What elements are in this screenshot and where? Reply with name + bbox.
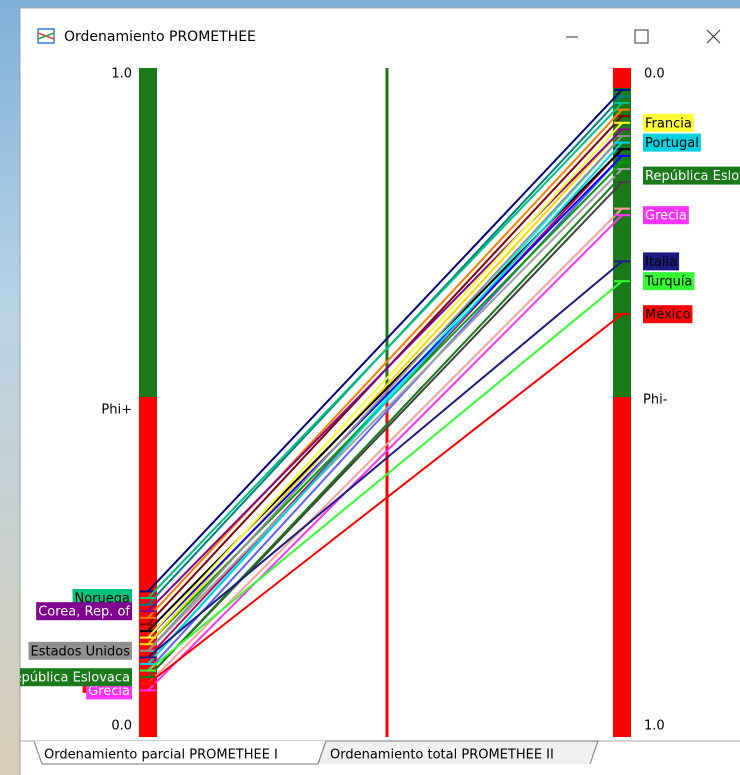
left-tick-label: 0.0	[111, 719, 132, 734]
alternative-name: República Eslovaca	[645, 169, 740, 184]
alternative-label: Portugal	[643, 134, 701, 152]
screen: Ordenamiento PROMETHEE MéxicoMéxicoTurqu…	[0, 0, 740, 775]
alternative-label: Italia	[643, 252, 679, 270]
alternative-name: Estados Unidos	[30, 644, 130, 659]
left-tick-label: 1.0	[111, 67, 132, 82]
right-axis-label: Phi-	[643, 393, 668, 408]
alternative-name: Grecia	[645, 209, 687, 224]
window-title: Ordenamiento PROMETHEE	[64, 29, 256, 45]
alternative-label: Grecia	[643, 206, 689, 224]
alternative-label: México	[643, 305, 692, 323]
right-bar-bottom	[613, 397, 631, 737]
alternative-label: Francia	[643, 114, 694, 132]
alternative-label: República Eslovaca	[3, 668, 132, 686]
left-bar-top	[139, 68, 157, 397]
tab-label[interactable]: Ordenamiento parcial PROMETHEE I	[44, 748, 278, 763]
right-bar-top	[613, 88, 631, 397]
right-tick-label: 0.0	[644, 67, 665, 82]
left-axis-label: Phi+	[101, 403, 132, 418]
alternative-name: Turquía	[644, 275, 692, 290]
tab-label[interactable]: Ordenamiento total PROMETHEE II	[330, 748, 554, 763]
alternative-name: Francia	[645, 116, 692, 131]
alternative-name: Portugal	[645, 136, 699, 151]
alternative-label: Estados Unidos	[28, 642, 132, 660]
alternative-name: Corea, Rep. of	[38, 605, 130, 620]
alternative-name: México	[645, 308, 690, 323]
desktop: {"window": {"title": "Ordenamiento PROME…	[0, 0, 740, 775]
alternative-name: Italia	[645, 255, 677, 270]
left-bar-bottom	[139, 397, 157, 737]
alternative-label: Corea, Rep. of	[36, 602, 132, 620]
right-bar-cap	[613, 68, 631, 88]
alternative-name: República Eslovaca	[5, 671, 130, 686]
alternative-label: Turquía	[643, 272, 694, 290]
right-tick-label: 1.0	[644, 719, 665, 734]
alternative-label: República Eslovaca	[643, 167, 740, 185]
